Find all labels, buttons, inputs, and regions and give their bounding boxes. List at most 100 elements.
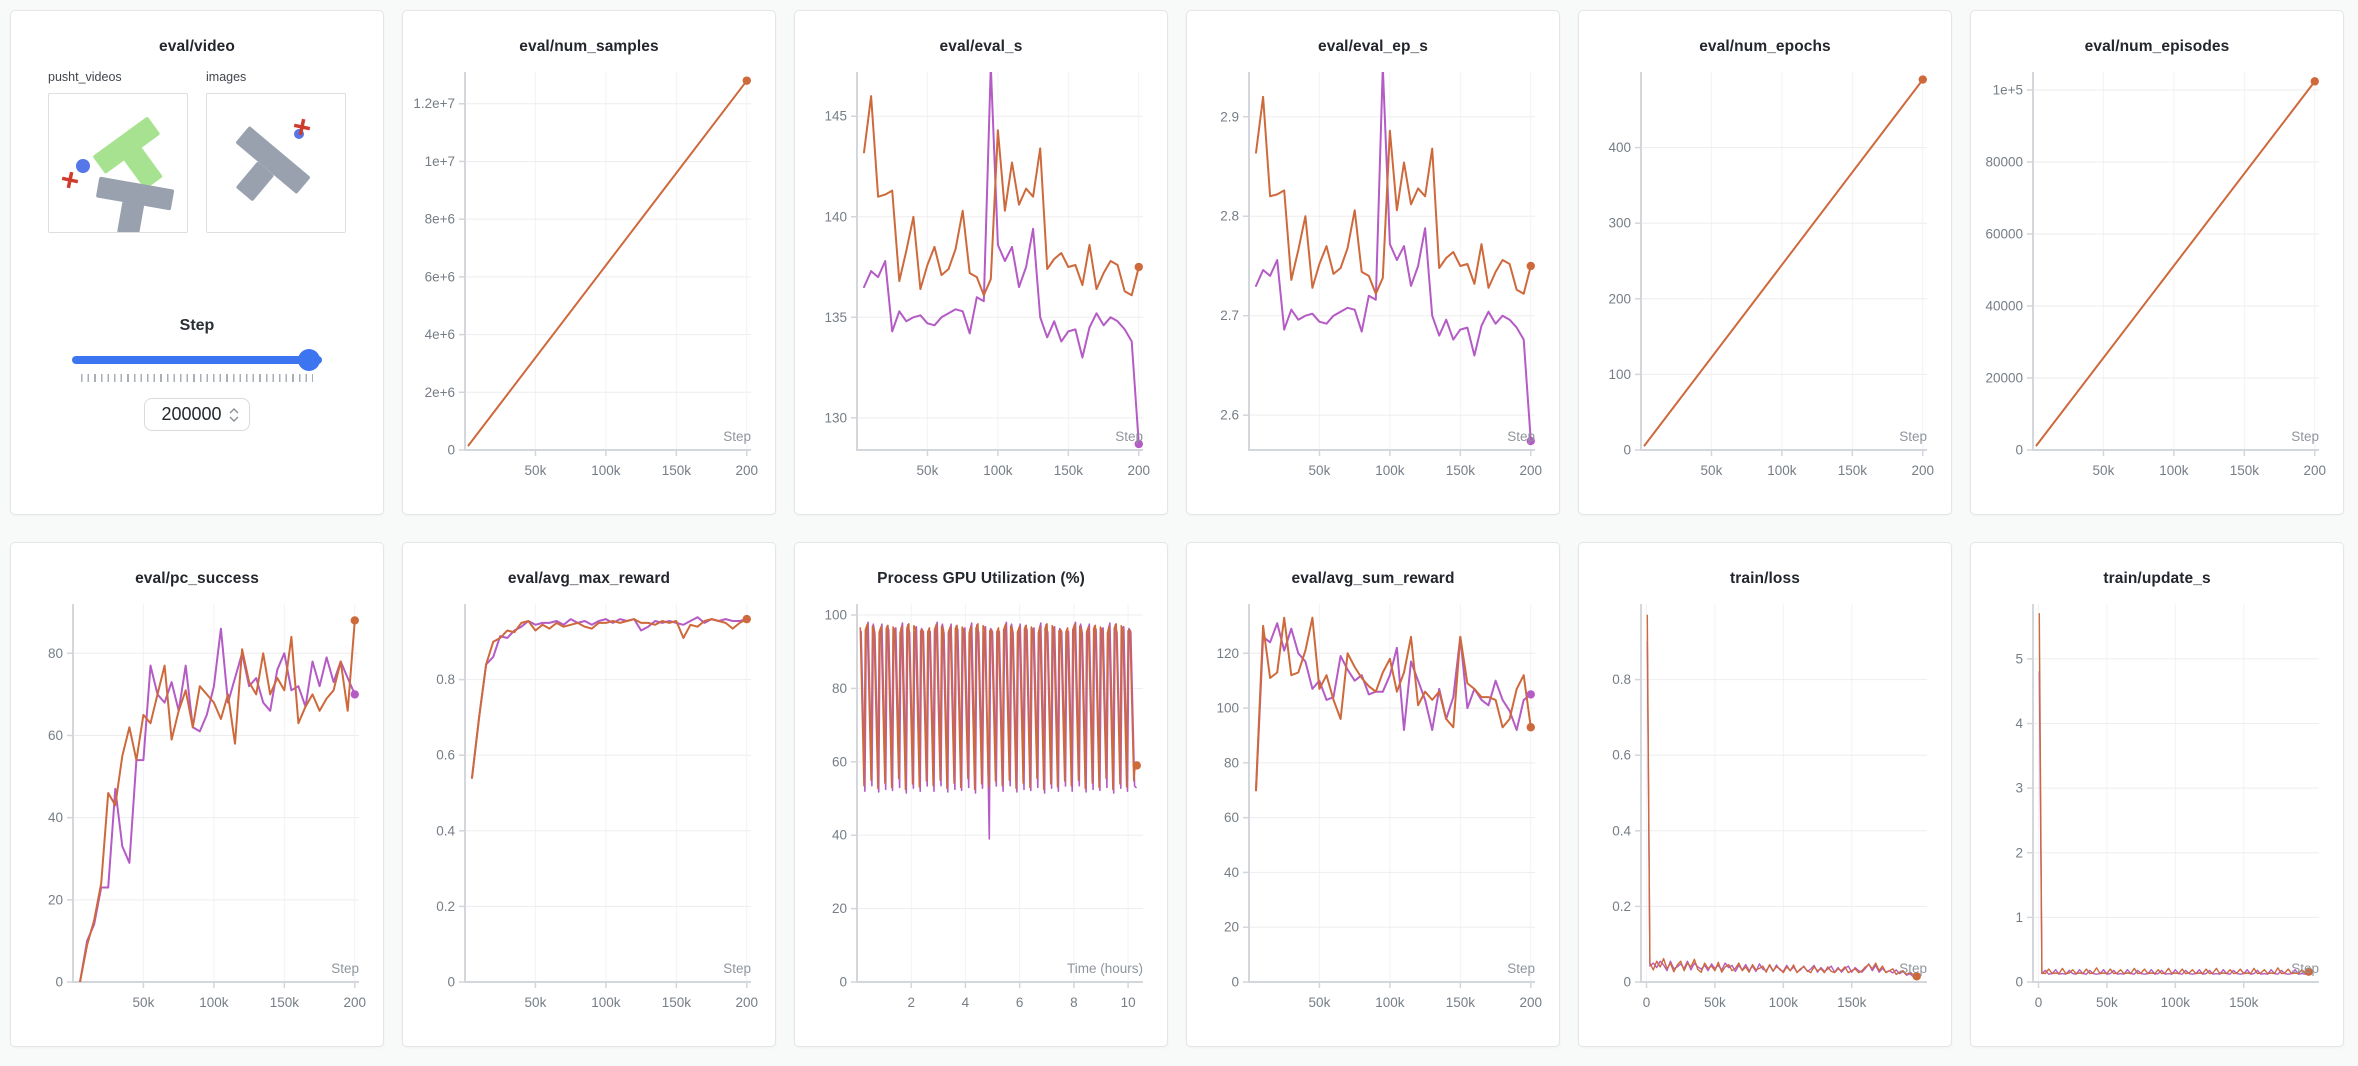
pusht-frame-graphic bbox=[61, 117, 175, 236]
step-number-input[interactable]: 200000 bbox=[144, 398, 250, 431]
svg-text:20000: 20000 bbox=[1985, 371, 2023, 386]
chart-canvas-eval-avg-max-reward[interactable]: 0 0.2 0.4 0.6 0.8 50k 100k 150k 200 Step bbox=[403, 596, 775, 1034]
media-label-images: images bbox=[206, 70, 247, 84]
panel-eval-eval-ep-s: eval/eval_ep_s 2.6 2.7 2.8 2.9 50k 100k 150k 200… bbox=[1186, 10, 1560, 515]
chart-canvas-train-update-s[interactable]: 0 1 2 3 4 5 0 50k 100k 150k Step bbox=[1971, 596, 2343, 1034]
chart-canvas-process-gpu-utilization[interactable]: 0 20 40 60 80 100 2 4 6 8 10 Time (hours) bbox=[795, 596, 1167, 1034]
svg-text:100k: 100k bbox=[1769, 995, 1799, 1010]
panel-eval-video: eval/video pusht_videos bbox=[10, 10, 384, 515]
svg-text:1e+7: 1e+7 bbox=[425, 154, 455, 169]
svg-text:50k: 50k bbox=[1309, 995, 1331, 1010]
svg-text:120: 120 bbox=[1216, 646, 1239, 661]
chart-title-train-loss: train/loss bbox=[1730, 570, 1800, 587]
panel-eval-avg-max-reward: eval/avg_max_reward 0 0.2 0.4 0.6 0.8 50k 100k 1… bbox=[402, 542, 776, 1047]
svg-text:0.4: 0.4 bbox=[436, 823, 455, 838]
panel-eval-pc-success: eval/pc_success 0 20 40 60 80 50k 100k 150k 200 St… bbox=[10, 542, 384, 1047]
chart-title-process-gpu-utilization: Process GPU Utilization (%) bbox=[877, 570, 1085, 587]
svg-text:0: 0 bbox=[1623, 443, 1631, 458]
svg-text:3: 3 bbox=[2015, 781, 2023, 796]
svg-text:50k: 50k bbox=[1704, 995, 1726, 1010]
svg-text:100k: 100k bbox=[1375, 995, 1405, 1010]
svg-text:20: 20 bbox=[832, 901, 847, 916]
chart-canvas-eval-avg-sum-reward[interactable]: 0 20 40 60 80 100 120 50k 100k 150k 200 Step bbox=[1187, 596, 1559, 1034]
svg-text:2.6: 2.6 bbox=[1220, 408, 1239, 423]
x-axis-label-process-gpu-utilization: Time (hours) bbox=[1067, 961, 1143, 976]
video-thumbnail-pusht[interactable] bbox=[48, 93, 188, 236]
svg-text:100k: 100k bbox=[199, 995, 229, 1010]
chart-series-eval-num-episodes bbox=[2035, 77, 2319, 447]
chart-canvas-eval-num-samples[interactable]: 0 2e+6 4e+6 6e+6 8e+6 1e+7 1.2e+7 50k 100k 150k 20… bbox=[403, 64, 775, 502]
svg-text:80: 80 bbox=[832, 681, 847, 696]
chart-series-eval-eval-s bbox=[863, 72, 1143, 449]
svg-text:0: 0 bbox=[1643, 995, 1651, 1010]
x-axis-label-eval-num-epochs: Step bbox=[1899, 429, 1927, 444]
svg-text:50k: 50k bbox=[525, 463, 547, 478]
slider-tick-marks bbox=[81, 374, 313, 382]
svg-text:2.9: 2.9 bbox=[1220, 109, 1239, 124]
slider-thumb[interactable] bbox=[298, 349, 320, 371]
slider-track[interactable] bbox=[72, 356, 322, 364]
panel-train-update-s: train/update_s 0 1 2 3 4 5 0 50k 100k 150k Step bbox=[1970, 542, 2344, 1047]
svg-text:100k: 100k bbox=[2159, 463, 2189, 478]
svg-text:80000: 80000 bbox=[1985, 155, 2023, 170]
svg-text:200: 200 bbox=[1912, 463, 1935, 478]
svg-text:150k: 150k bbox=[1054, 463, 1084, 478]
x-axis-label-eval-num-samples: Step bbox=[723, 429, 751, 444]
svg-text:8: 8 bbox=[1070, 995, 1078, 1010]
svg-text:100k: 100k bbox=[591, 463, 621, 478]
svg-text:0: 0 bbox=[447, 975, 455, 990]
svg-text:0.6: 0.6 bbox=[436, 748, 455, 763]
svg-text:150k: 150k bbox=[662, 995, 692, 1010]
svg-text:0.8: 0.8 bbox=[436, 672, 455, 687]
svg-text:60: 60 bbox=[832, 754, 847, 769]
step-slider-label: Step bbox=[179, 317, 215, 334]
svg-text:0: 0 bbox=[839, 975, 847, 990]
x-axis-label-eval-pc-success: Step bbox=[331, 961, 359, 976]
svg-text:0.2: 0.2 bbox=[436, 899, 455, 914]
svg-text:50k: 50k bbox=[2096, 995, 2118, 1010]
chart-series-eval-avg-sum-reward bbox=[1255, 616, 1535, 792]
chevron-up-icon[interactable] bbox=[229, 407, 239, 414]
svg-text:135: 135 bbox=[824, 310, 847, 325]
svg-text:150k: 150k bbox=[2230, 463, 2260, 478]
svg-text:0: 0 bbox=[2015, 443, 2023, 458]
chart-series-train-loss bbox=[1646, 614, 1921, 981]
x-axis-label-eval-eval-s: Step bbox=[1115, 429, 1143, 444]
chart-series-eval-pc-success bbox=[79, 616, 359, 982]
x-axis-label-eval-num-episodes: Step bbox=[2291, 429, 2319, 444]
chart-title-train-update-s: train/update_s bbox=[2103, 570, 2211, 587]
svg-text:2.7: 2.7 bbox=[1220, 308, 1239, 323]
svg-text:200: 200 bbox=[1128, 463, 1151, 478]
chart-canvas-eval-eval-s[interactable]: 130 135 140 145 50k 100k 150k 200 Step bbox=[795, 64, 1167, 502]
chart-series-train-update-s bbox=[2038, 613, 2313, 976]
chart-canvas-eval-pc-success[interactable]: 0 20 40 60 80 50k 100k 150k 200 Step bbox=[11, 596, 383, 1034]
svg-text:50k: 50k bbox=[1701, 463, 1723, 478]
svg-text:100k: 100k bbox=[1375, 463, 1405, 478]
chart-canvas-eval-num-episodes[interactable]: 0 20000 40000 60000 80000 1e+5 50k 100k 150k 200 S… bbox=[1971, 64, 2343, 502]
step-slider[interactable] bbox=[72, 349, 322, 371]
svg-text:50k: 50k bbox=[525, 995, 547, 1010]
svg-text:50k: 50k bbox=[917, 463, 939, 478]
chart-canvas-eval-num-epochs[interactable]: 0 100 200 300 400 50k 100k 150k 200 Step bbox=[1579, 64, 1951, 502]
svg-text:0: 0 bbox=[1231, 975, 1239, 990]
chart-canvas-train-loss[interactable]: 0 0.2 0.4 0.6 0.8 0 50k 100k 150k Step bbox=[1579, 596, 1951, 1034]
svg-text:200: 200 bbox=[2304, 463, 2327, 478]
video-thumbnail-images[interactable] bbox=[206, 93, 346, 233]
svg-text:300: 300 bbox=[1608, 216, 1631, 231]
chevron-down-icon[interactable] bbox=[229, 416, 239, 422]
svg-text:100k: 100k bbox=[2161, 995, 2191, 1010]
svg-text:0: 0 bbox=[55, 975, 63, 990]
svg-text:200: 200 bbox=[736, 995, 759, 1010]
svg-text:8e+6: 8e+6 bbox=[425, 212, 455, 227]
x-axis-label-train-update-s: Step bbox=[2291, 961, 2319, 976]
svg-text:0: 0 bbox=[2015, 975, 2023, 990]
step-value[interactable]: 200000 bbox=[161, 404, 222, 424]
svg-text:400: 400 bbox=[1608, 140, 1631, 155]
media-images: images bbox=[206, 70, 346, 233]
svg-text:140: 140 bbox=[824, 209, 847, 224]
chart-canvas-eval-eval-ep-s[interactable]: 2.6 2.7 2.8 2.9 50k 100k 150k 200 Step bbox=[1187, 64, 1559, 502]
svg-text:2.8: 2.8 bbox=[1220, 209, 1239, 224]
stepper-arrows[interactable] bbox=[229, 407, 239, 422]
svg-text:0: 0 bbox=[1623, 975, 1631, 990]
